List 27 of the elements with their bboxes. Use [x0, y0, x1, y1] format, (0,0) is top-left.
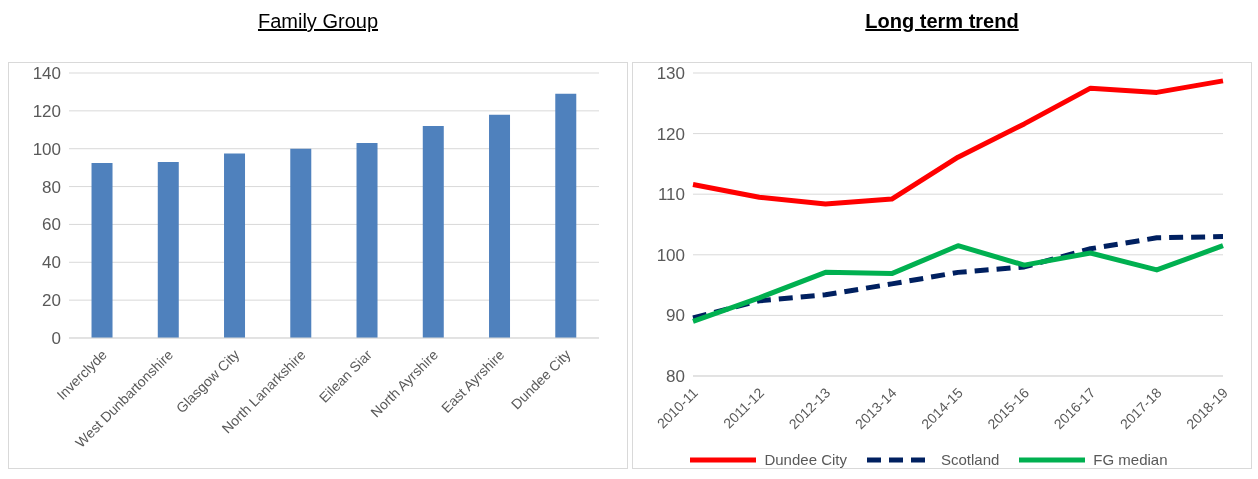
bar	[489, 114, 511, 338]
y-tick-label: 40	[42, 253, 61, 273]
legend-label: Scotland	[940, 451, 1000, 468]
bar	[555, 93, 577, 338]
bar	[157, 161, 179, 338]
y-tick-label: 140	[32, 64, 61, 84]
y-tick-label: 60	[42, 215, 61, 235]
bar	[290, 148, 312, 338]
y-tick-label: 120	[656, 124, 685, 144]
y-tick-label: 100	[656, 245, 685, 265]
y-tick-label: 80	[666, 367, 685, 387]
y-tick-label: 100	[32, 139, 61, 159]
legend-label: Dundee City	[763, 451, 847, 468]
y-tick-label: 90	[666, 306, 685, 326]
chart-title: Long term trend	[865, 9, 1019, 34]
bar	[91, 162, 113, 338]
bar	[356, 143, 378, 338]
y-tick-label: 80	[42, 177, 61, 197]
y-tick-label: 20	[42, 291, 61, 311]
legend-label: FG median	[1092, 451, 1168, 468]
y-tick-label: 0	[51, 329, 61, 349]
bar	[224, 153, 246, 338]
y-tick-label: 110	[657, 185, 685, 205]
bar	[422, 126, 444, 338]
y-tick-label: 120	[32, 101, 61, 121]
chart-title: Family Group	[257, 9, 379, 34]
y-tick-label: 130	[656, 64, 685, 84]
